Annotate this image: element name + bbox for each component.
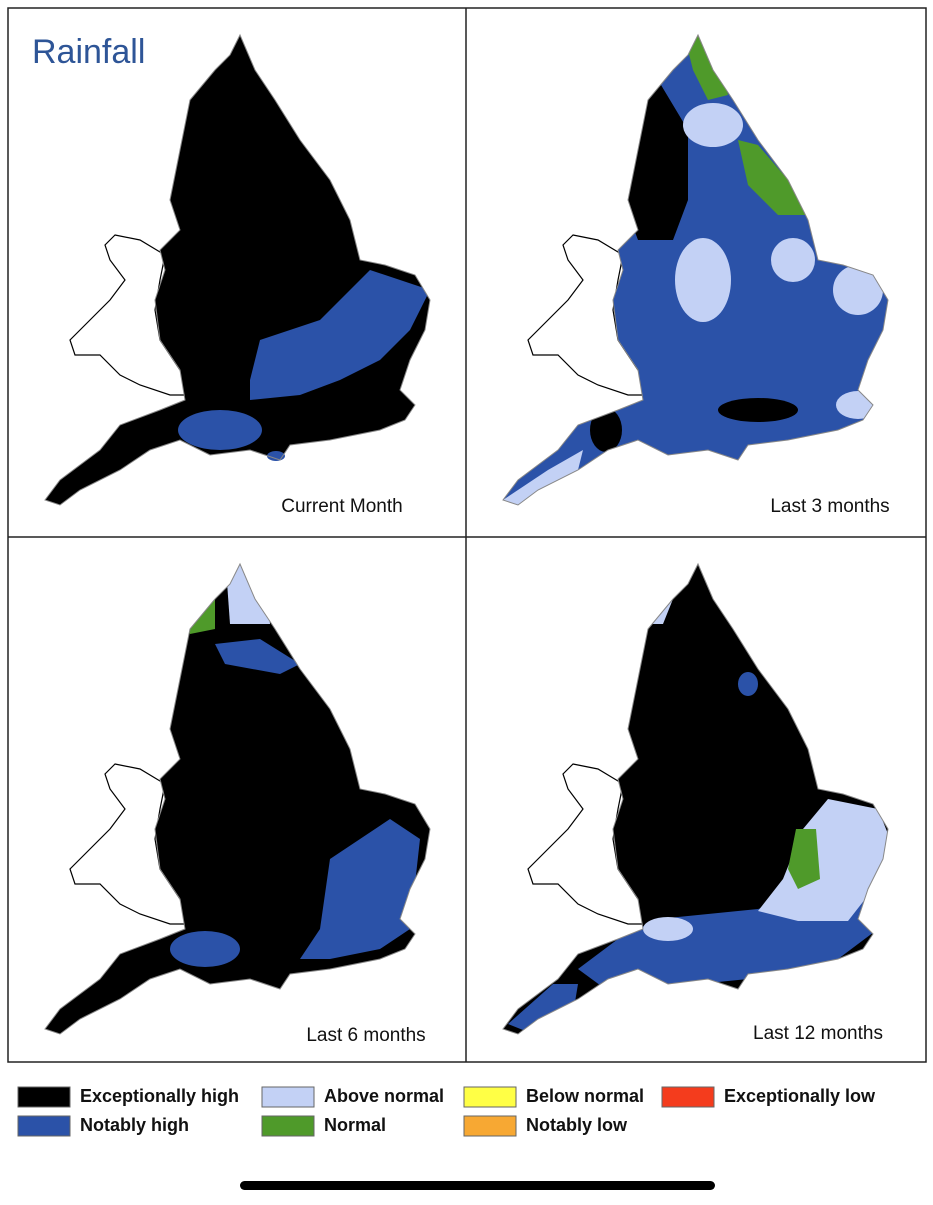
map-panel bbox=[502, 563, 889, 1035]
region bbox=[771, 238, 815, 282]
home-indicator bbox=[240, 1181, 715, 1190]
region bbox=[675, 238, 731, 322]
regions bbox=[503, 35, 888, 505]
legend-swatch bbox=[661, 1086, 715, 1108]
map-panel bbox=[502, 34, 889, 506]
region bbox=[175, 594, 215, 634]
region bbox=[178, 410, 262, 450]
region bbox=[170, 931, 240, 967]
regions bbox=[45, 35, 430, 505]
legend-label: Notably high bbox=[80, 1115, 189, 1135]
map-panel bbox=[44, 34, 431, 506]
region bbox=[215, 639, 300, 674]
region bbox=[788, 829, 820, 889]
panel-frame bbox=[7, 7, 927, 1063]
panel-label: Last 6 months bbox=[306, 1025, 425, 1046]
region bbox=[590, 408, 622, 452]
region bbox=[508, 984, 578, 1034]
legend-label: Below normal bbox=[526, 1086, 644, 1106]
panel-label: Last 3 months bbox=[770, 496, 889, 517]
panel-label: Last 12 months bbox=[753, 1023, 883, 1044]
region bbox=[683, 35, 728, 100]
legend-label: Notably low bbox=[526, 1115, 628, 1135]
region bbox=[643, 917, 693, 941]
legend-swatch bbox=[261, 1115, 315, 1137]
region bbox=[300, 819, 420, 959]
legend-swatch bbox=[17, 1115, 71, 1137]
region bbox=[225, 564, 270, 624]
region bbox=[683, 103, 743, 147]
legend-swatch bbox=[261, 1086, 315, 1108]
legend-swatch bbox=[463, 1115, 517, 1137]
map-panel bbox=[44, 563, 431, 1035]
legend-label: Exceptionally high bbox=[80, 1086, 239, 1106]
legend-swatch bbox=[463, 1086, 517, 1108]
legend-label: Exceptionally low bbox=[724, 1086, 876, 1106]
regions bbox=[503, 564, 888, 1034]
region bbox=[738, 672, 758, 696]
title: Rainfall bbox=[32, 33, 145, 71]
legend-label: Normal bbox=[324, 1115, 386, 1135]
region bbox=[718, 398, 798, 422]
legend: Exceptionally high Notably high Above norm… bbox=[17, 1086, 876, 1137]
region bbox=[738, 140, 808, 215]
region bbox=[758, 799, 888, 921]
region bbox=[250, 270, 430, 400]
regions bbox=[45, 564, 430, 1034]
region bbox=[833, 265, 883, 315]
region bbox=[503, 450, 583, 505]
legend-label: Above normal bbox=[324, 1086, 444, 1106]
panel-label: Current Month bbox=[281, 496, 402, 517]
region bbox=[45, 35, 430, 505]
legend-swatch bbox=[17, 1086, 71, 1108]
